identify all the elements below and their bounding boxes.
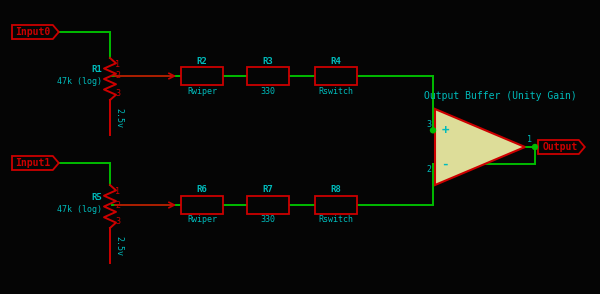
Circle shape xyxy=(431,128,436,133)
Text: 2: 2 xyxy=(426,165,431,174)
FancyBboxPatch shape xyxy=(247,196,289,214)
Text: 1: 1 xyxy=(115,187,120,196)
Text: 3: 3 xyxy=(115,217,120,226)
Text: Rswitch: Rswitch xyxy=(319,86,353,96)
Text: R5: R5 xyxy=(91,193,102,203)
Text: -: - xyxy=(441,157,449,170)
Text: 3: 3 xyxy=(115,89,120,98)
Polygon shape xyxy=(538,140,585,154)
Polygon shape xyxy=(435,109,525,185)
Text: Output Buffer (Unity Gain): Output Buffer (Unity Gain) xyxy=(424,91,577,101)
FancyBboxPatch shape xyxy=(247,67,289,85)
Text: Input1: Input1 xyxy=(15,158,50,168)
Text: 330: 330 xyxy=(260,216,275,225)
Text: Rswitch: Rswitch xyxy=(319,216,353,225)
Text: R7: R7 xyxy=(263,186,274,195)
FancyBboxPatch shape xyxy=(181,196,223,214)
Text: 47k (log): 47k (log) xyxy=(57,206,102,215)
Text: Input0: Input0 xyxy=(15,27,50,37)
Text: 2.5v: 2.5v xyxy=(114,236,123,256)
Polygon shape xyxy=(12,25,59,39)
Text: R3: R3 xyxy=(263,56,274,66)
Text: R2: R2 xyxy=(197,56,208,66)
Text: 2: 2 xyxy=(115,71,120,81)
Text: Output: Output xyxy=(543,142,578,152)
Text: R4: R4 xyxy=(331,56,341,66)
FancyBboxPatch shape xyxy=(181,67,223,85)
Text: 2: 2 xyxy=(115,201,120,210)
Text: 3: 3 xyxy=(426,120,431,129)
Text: Rwiper: Rwiper xyxy=(187,86,217,96)
Circle shape xyxy=(533,144,538,150)
Text: R8: R8 xyxy=(331,186,341,195)
Text: 1: 1 xyxy=(527,135,532,144)
Text: 1: 1 xyxy=(115,60,120,69)
Text: Rwiper: Rwiper xyxy=(187,216,217,225)
FancyBboxPatch shape xyxy=(315,67,357,85)
Text: 2.5v: 2.5v xyxy=(114,108,123,128)
Text: 330: 330 xyxy=(260,86,275,96)
Polygon shape xyxy=(12,156,59,170)
Text: 47k (log): 47k (log) xyxy=(57,76,102,86)
Text: R6: R6 xyxy=(197,186,208,195)
Text: +: + xyxy=(441,124,449,137)
Text: R1: R1 xyxy=(91,64,102,74)
FancyBboxPatch shape xyxy=(315,196,357,214)
